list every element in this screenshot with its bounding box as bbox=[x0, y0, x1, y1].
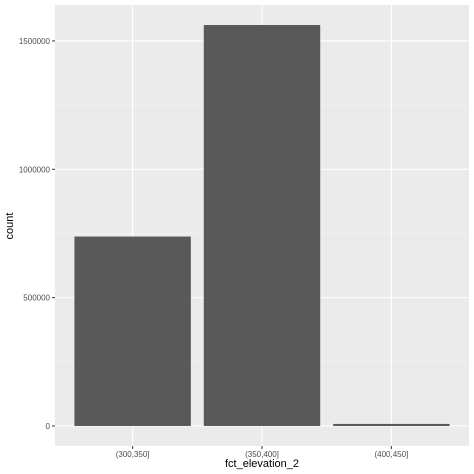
x-tick-label: (300,350] bbox=[116, 450, 150, 459]
bars bbox=[74, 25, 450, 426]
y-tick-label: 1000000 bbox=[19, 165, 51, 174]
x-axis: (300,350] (350,400] (400,450] bbox=[116, 446, 408, 459]
bar bbox=[74, 236, 191, 426]
x-tick-label: (400,450] bbox=[374, 450, 408, 459]
bar bbox=[203, 25, 321, 426]
y-axis-title: count bbox=[4, 213, 16, 240]
y-tick-label: 1500000 bbox=[19, 37, 51, 46]
x-tick-label: (350,400] bbox=[245, 450, 279, 459]
y-axis: 0 500000 1000000 1500000 bbox=[19, 37, 55, 431]
y-tick-label: 0 bbox=[46, 422, 51, 431]
bar bbox=[333, 423, 450, 426]
x-axis-title: fct_elevation_2 bbox=[225, 458, 299, 470]
y-tick-label: 500000 bbox=[23, 294, 50, 303]
